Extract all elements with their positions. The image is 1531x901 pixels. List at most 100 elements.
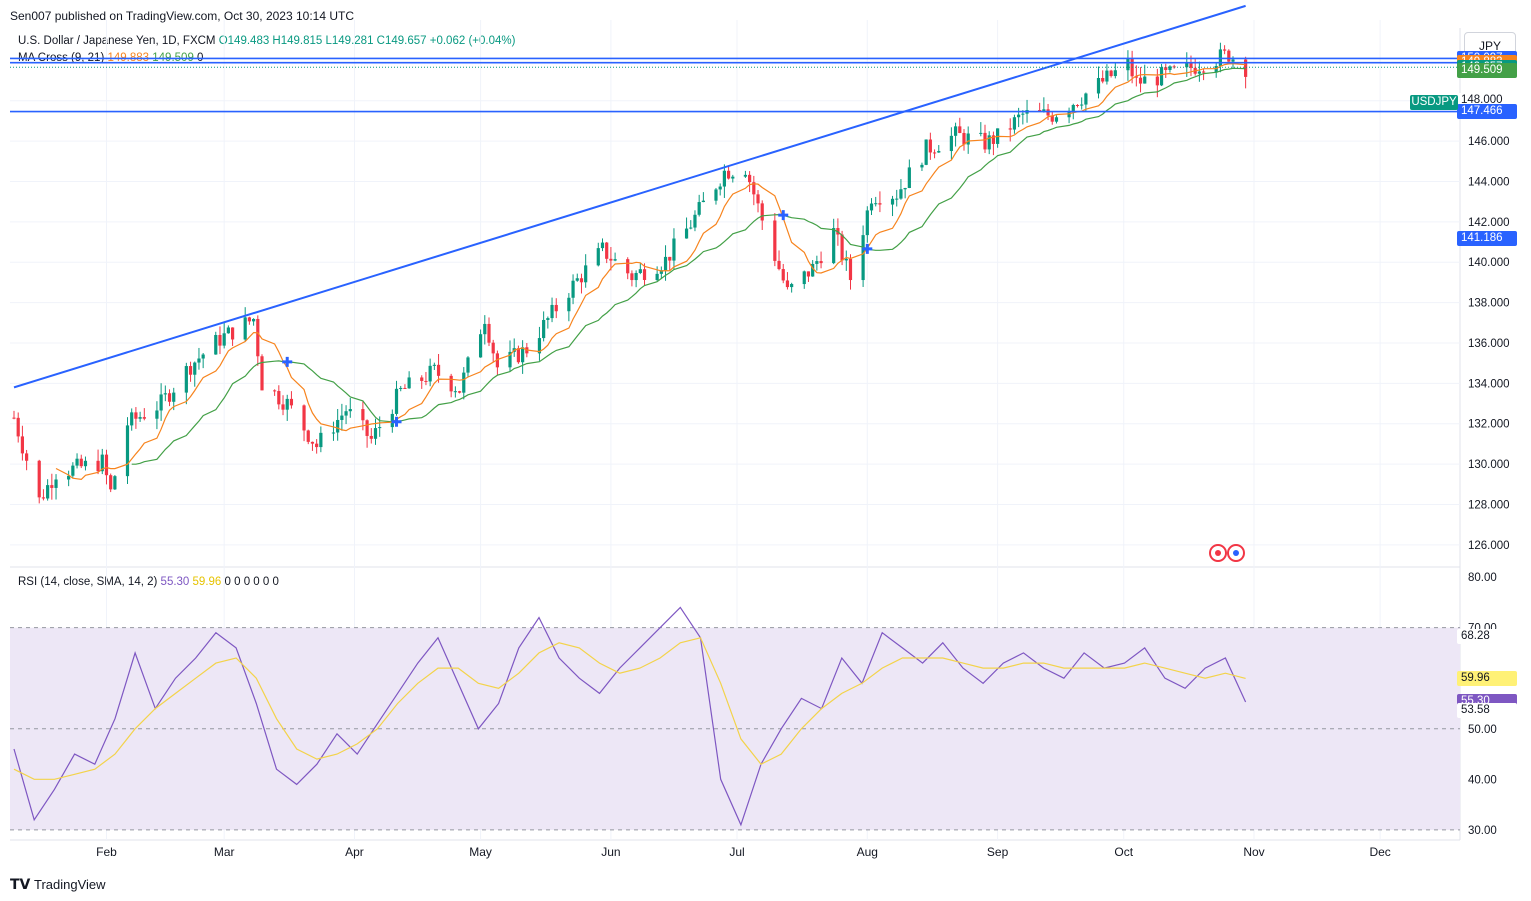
candle-body — [1138, 77, 1143, 84]
candle-body — [811, 263, 815, 277]
symbol-title[interactable]: U.S. Dollar / Japanese Yen, 1D, FXCM — [18, 35, 216, 47]
candle-body — [781, 269, 785, 281]
price-label: 147.466 — [1457, 104, 1517, 120]
rsi-tick-label: 80.00 — [1468, 572, 1497, 584]
candle-body — [1101, 77, 1105, 82]
symbol-tag: USDJPY — [1410, 95, 1458, 110]
candle-body — [537, 338, 542, 354]
candle-body — [966, 133, 970, 145]
candle-body — [785, 280, 790, 288]
candle-body — [155, 410, 159, 419]
candle-body — [983, 132, 987, 150]
candle-body — [1223, 49, 1227, 51]
candle-body — [1038, 110, 1042, 112]
candle-body — [924, 139, 928, 165]
ohlc-values: O149.483 H149.815 L149.281 C149.657 — [218, 35, 427, 47]
candle-body — [689, 227, 693, 229]
rsi-line — [13, 606, 1247, 827]
price-change: +0.062 (+0.04%) — [429, 35, 516, 47]
candle-body — [802, 271, 806, 285]
ma-cross-marker — [862, 243, 873, 254]
candle-body — [495, 353, 500, 368]
candle-body — [365, 420, 369, 436]
candle-body — [1075, 104, 1080, 106]
candle-body — [979, 132, 983, 134]
candle-body — [1164, 67, 1168, 70]
candle-body — [369, 435, 373, 439]
candle-body — [247, 317, 251, 322]
tradingview-logo[interactable]: 𝗧𝗩 TradingView — [10, 876, 106, 893]
candle-body — [508, 351, 512, 368]
candle-body — [1008, 128, 1012, 130]
candle-body — [634, 272, 638, 281]
price-tick-label: 130.000 — [1468, 459, 1510, 471]
candles — [12, 42, 1248, 504]
candle-body — [1105, 70, 1109, 82]
candle-body — [550, 304, 554, 319]
candle-body — [167, 393, 172, 402]
candle-body — [403, 387, 407, 389]
month-label: Dec — [1369, 845, 1390, 859]
candle-body — [987, 135, 991, 150]
candle-body — [1021, 113, 1025, 115]
candle-body — [907, 167, 911, 189]
candle-body — [655, 273, 659, 280]
candle-body — [125, 425, 130, 477]
candle-body — [315, 443, 319, 448]
candle-body — [542, 319, 546, 339]
candle-body — [571, 280, 575, 298]
candle-body — [1054, 117, 1059, 122]
candle-body — [71, 465, 75, 476]
event-icons[interactable] — [1209, 544, 1245, 562]
ma-cross-marker — [391, 416, 402, 427]
candle-body — [663, 256, 668, 271]
candle-body — [718, 186, 722, 190]
candle-body — [214, 334, 218, 355]
candle-body — [54, 479, 58, 488]
month-label: Feb — [96, 845, 117, 859]
price-tick-label: 132.000 — [1468, 419, 1510, 431]
candle-body — [1197, 71, 1201, 74]
candle-body — [731, 176, 735, 179]
candle-body — [226, 327, 230, 334]
moving-averages — [55, 63, 1246, 481]
price-tick-label: 136.000 — [1468, 338, 1510, 350]
candle-body — [424, 380, 428, 382]
candle-body — [756, 194, 760, 204]
candle-body — [273, 390, 277, 392]
candle-body — [1084, 93, 1088, 105]
price-label: 141.186 — [1457, 230, 1517, 246]
candle-body — [848, 258, 853, 281]
candle-body — [1214, 66, 1218, 73]
candle-body — [222, 333, 226, 346]
horizontal-levels — [10, 4, 1460, 389]
candle-body — [1159, 67, 1164, 86]
rsi-legend: RSI (14, close, SMA, 14, 2) 55.30 59.96 … — [18, 576, 279, 588]
price-tick-label: 146.000 — [1468, 136, 1510, 148]
rsi-tick-label: 30.00 — [1468, 825, 1497, 837]
candle-body — [743, 174, 748, 177]
candle-body — [302, 405, 306, 431]
candle-body — [714, 189, 718, 201]
ma-cross-marker — [778, 210, 789, 221]
candle-body — [478, 334, 483, 358]
candle-body — [1168, 66, 1172, 70]
candle-body — [1201, 71, 1206, 73]
candle-body — [394, 388, 399, 414]
candle-body — [188, 366, 193, 375]
candle-body — [197, 358, 201, 363]
ma-slow-line — [131, 67, 1246, 465]
rsi-label[interactable]: RSI (14, close, SMA, 14, 2) — [18, 576, 158, 588]
ma-cross-marker — [282, 356, 293, 367]
candle-body — [109, 475, 113, 490]
candle-body — [1155, 76, 1159, 86]
price-tick-label: 144.000 — [1468, 176, 1510, 188]
candle-body — [407, 377, 411, 389]
time-axis: Feb Mar Apr May Jun Jul Aug Sep Oct Nov Dec — [96, 845, 1391, 859]
candle-body — [575, 278, 579, 281]
month-label: Jul — [729, 845, 744, 859]
candle-body — [50, 485, 54, 488]
candle-body — [113, 476, 117, 490]
candle-body — [895, 198, 899, 200]
